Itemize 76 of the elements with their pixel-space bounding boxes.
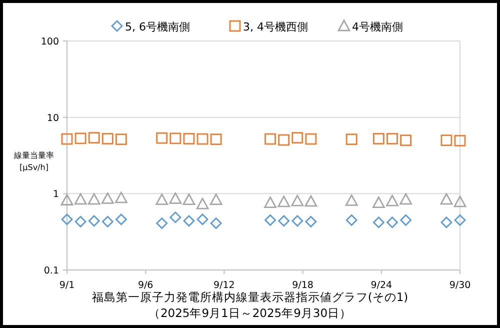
point	[196, 198, 209, 210]
y-tick-label: 1	[52, 189, 59, 200]
point	[372, 216, 384, 228]
point	[169, 192, 182, 204]
x-tick-label: 9/30	[449, 280, 471, 291]
point	[210, 194, 222, 206]
point	[116, 214, 127, 226]
point	[156, 132, 168, 144]
point	[400, 134, 412, 146]
point	[182, 194, 196, 206]
x-tick-label: 9/24	[370, 280, 392, 291]
legend-label: 3, 4号機西側	[243, 20, 308, 34]
point	[264, 133, 276, 145]
point	[183, 132, 195, 144]
point	[74, 216, 86, 228]
point	[210, 218, 222, 229]
point	[196, 133, 208, 145]
point	[440, 216, 452, 228]
point	[101, 192, 114, 204]
point	[386, 194, 398, 206]
point	[305, 216, 317, 228]
point	[345, 194, 358, 206]
point	[183, 215, 195, 227]
point	[454, 196, 466, 208]
point	[61, 214, 73, 226]
point	[156, 194, 168, 206]
x-tick-label: 9/18	[292, 280, 314, 291]
point	[454, 214, 466, 226]
x-tick-label: 9/6	[138, 280, 154, 291]
point	[196, 214, 208, 226]
point	[346, 134, 358, 146]
point	[292, 215, 304, 227]
point	[440, 134, 452, 146]
point	[291, 194, 304, 206]
point	[400, 214, 412, 226]
x-tick-label: 9/12	[214, 280, 235, 291]
point	[305, 133, 317, 145]
point	[116, 134, 127, 146]
point	[386, 216, 398, 228]
point	[292, 132, 304, 144]
point	[454, 134, 466, 146]
legend-label: 4号機南側	[352, 20, 403, 34]
legend-label: 5, 6号機南側	[125, 20, 190, 34]
point	[278, 196, 290, 208]
point	[346, 214, 358, 226]
y-tick-label: 10	[46, 112, 59, 124]
y-axis-title: 線量当量率 [μSv/h]	[13, 151, 54, 172]
point	[156, 218, 168, 229]
point	[170, 212, 182, 224]
text: 福島第一原子力発電所構内線量表示器指示値グラフ(その1)	[92, 290, 408, 304]
y-tick-label: 0.1	[44, 266, 59, 276]
point	[210, 134, 222, 146]
point	[115, 192, 128, 204]
point	[278, 134, 290, 146]
point	[386, 132, 398, 144]
point	[102, 132, 114, 144]
point	[88, 215, 100, 227]
point	[440, 193, 453, 205]
point	[400, 193, 412, 205]
point	[60, 194, 74, 206]
point	[102, 216, 114, 228]
point	[61, 133, 73, 145]
point	[74, 193, 87, 205]
point	[88, 193, 100, 205]
point	[278, 215, 290, 227]
point	[372, 132, 384, 144]
y-tick-label: 100	[40, 36, 59, 48]
point	[264, 196, 276, 208]
point	[304, 195, 318, 207]
point	[88, 132, 100, 144]
text: （2025年9月1日～2025年9月30日）	[148, 306, 352, 320]
point	[264, 214, 276, 226]
x-tick-label: 9/1	[59, 280, 75, 291]
point	[170, 132, 182, 144]
point	[74, 132, 86, 144]
point	[372, 196, 385, 208]
